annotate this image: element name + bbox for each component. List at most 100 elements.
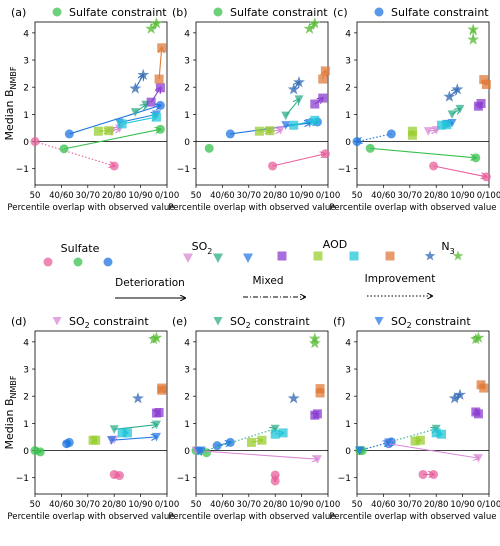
y-axis-label: Median BNMBF [3, 375, 18, 449]
x-tick-label: 50 [30, 500, 41, 510]
data-point-start [281, 111, 291, 121]
legend-improvement-label: Improvement [365, 273, 436, 285]
title-marker-icon [213, 316, 223, 326]
x-tick-label: 20/80 [263, 191, 288, 201]
x-axis-label: Percentile overlap with observed value [168, 512, 335, 522]
panel-title: SO2 constraint [230, 315, 310, 330]
data-point-start [130, 108, 140, 117]
data-point-end [270, 424, 280, 434]
y-tick-label: −1 [338, 474, 351, 484]
change-arrow [370, 147, 476, 158]
y-tick-label: 2 [345, 393, 351, 403]
x-tick-label: 10/90 [128, 191, 153, 201]
data-point-start [355, 446, 365, 456]
data-point-start [310, 99, 320, 109]
x-tick-label: 50 [352, 500, 363, 510]
data-point-start [93, 126, 103, 136]
panel-b: 4 3 2 1 0 −1 50 40/60 30/70 20/80 10/90 0/100 Percen… [168, 6, 340, 213]
data-point-end [320, 66, 330, 76]
y-tick-label: 4 [184, 338, 190, 348]
data-point-end [429, 469, 439, 479]
x-tick-label: 0/100 [477, 500, 500, 510]
data-point-start [287, 83, 300, 95]
x-tick-label: 20/80 [424, 500, 449, 510]
y-tick-label: 1 [345, 420, 351, 430]
legend-markers [43, 250, 464, 267]
panel-c: 4 3 2 1 0 −1 50 40/60 30/70 20/80 10/90 0/100 Percen… [329, 6, 500, 213]
x-tick-label: 20/80 [102, 191, 127, 201]
change-arrow [433, 165, 487, 177]
x-tick-label: 30/70 [76, 500, 101, 510]
data-point-start [59, 144, 69, 154]
data-point-end [155, 83, 165, 93]
x-tick-label: 20/80 [102, 500, 127, 510]
data-point-end [114, 471, 124, 481]
legend-aod-label: AOD [323, 238, 347, 251]
change-arrow [122, 117, 156, 125]
data-point-start [410, 436, 420, 446]
panel-title: Sulfate constraint [391, 6, 489, 19]
x-tick-label: 0/100 [155, 500, 180, 510]
data-point-end [473, 409, 483, 419]
data-point-start [431, 428, 441, 438]
title-marker-icon [52, 7, 62, 17]
x-tick-label: 10/90 [128, 500, 153, 510]
y-tick-label: 1 [23, 111, 29, 121]
panel-label: (f) [333, 315, 345, 328]
change-arrow [388, 443, 479, 458]
y-tick-label: 0 [345, 447, 351, 457]
data-point-end [476, 99, 486, 108]
data-point-end [225, 437, 235, 447]
x-tick-label: 10/90 [450, 191, 475, 201]
y-tick-label: 4 [23, 338, 29, 348]
data-point-start [117, 428, 127, 438]
panel-title: Sulfate constraint [230, 6, 328, 19]
data-point-start [418, 469, 428, 479]
data-point-end [91, 435, 101, 445]
x-tick-label: 40/60 [371, 191, 396, 201]
x-tick-label: 30/70 [237, 500, 262, 510]
x-tick-label: 10/90 [450, 500, 475, 510]
y-tick-label: 2 [23, 393, 29, 403]
data-point-end [155, 100, 165, 110]
data-point-start [436, 120, 446, 130]
data-point-end [270, 476, 280, 486]
data-point-start [146, 97, 156, 107]
data-point-end [157, 43, 167, 53]
legend-aod-marker [349, 251, 359, 261]
data-point-end [294, 95, 304, 104]
data-point-start [145, 22, 158, 34]
x-tick-label: 30/70 [398, 191, 423, 201]
data-point-end [150, 331, 163, 343]
data-point-start [117, 119, 127, 129]
y-tick-label: 3 [23, 366, 29, 376]
panel-d: 4 3 2 1 0 −1 50 40/60 30/70 20/80 10/90 0/100 Percen… [3, 315, 179, 522]
legend-sulfate-marker [103, 257, 113, 267]
legend: Sulfate SO2 AOD N3 Deterioration Mixed I… [43, 238, 464, 298]
x-axis-label: Percentile overlap with observed value [329, 512, 496, 522]
legend-aod-marker [313, 251, 323, 261]
data-point-start [270, 429, 280, 439]
legend-sulfate-marker [43, 257, 53, 267]
x-axis-label: Percentile overlap with observed value [7, 203, 174, 213]
y-tick-label: 0 [184, 447, 190, 457]
title-marker-icon [213, 7, 223, 17]
data-point-end [278, 428, 288, 438]
x-tick-label: 0/100 [316, 191, 341, 201]
data-point-start [287, 392, 300, 404]
x-tick-label: 20/80 [263, 500, 288, 510]
plot-frame [34, 21, 168, 186]
data-point-end [257, 435, 267, 445]
y-tick-label: −1 [16, 474, 29, 484]
legend-aod-marker [277, 251, 287, 261]
x-tick-label: 0/100 [155, 191, 180, 201]
data-point-start [423, 127, 433, 136]
data-point-start [212, 441, 222, 451]
data-point-end [122, 428, 132, 438]
x-tick-label: 0/100 [477, 191, 500, 201]
data-point-start [303, 22, 316, 34]
data-point-end [455, 104, 465, 114]
data-point-end [196, 446, 206, 456]
x-axis-label: Percentile overlap with observed value [7, 512, 174, 522]
legend-sulfate-label: Sulfate [61, 242, 100, 255]
